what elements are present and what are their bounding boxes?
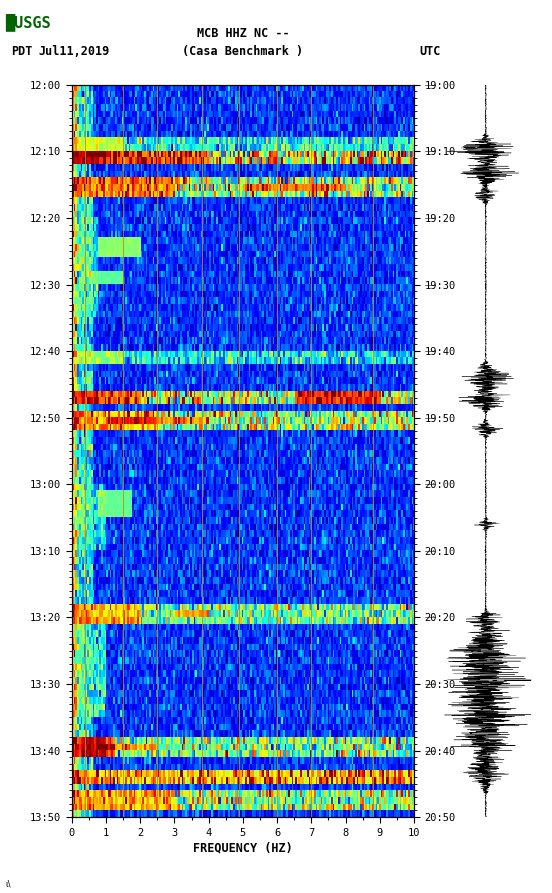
Text: Jul11,2019: Jul11,2019 (39, 45, 110, 58)
Text: MCB HHZ NC --: MCB HHZ NC -- (197, 27, 289, 40)
X-axis label: FREQUENCY (HZ): FREQUENCY (HZ) (193, 842, 293, 855)
Text: UTC: UTC (420, 45, 441, 58)
Text: PDT: PDT (11, 45, 33, 58)
Text: ι\: ι\ (6, 880, 11, 889)
Text: (Casa Benchmark ): (Casa Benchmark ) (182, 45, 304, 58)
Text: █USGS: █USGS (6, 13, 51, 31)
